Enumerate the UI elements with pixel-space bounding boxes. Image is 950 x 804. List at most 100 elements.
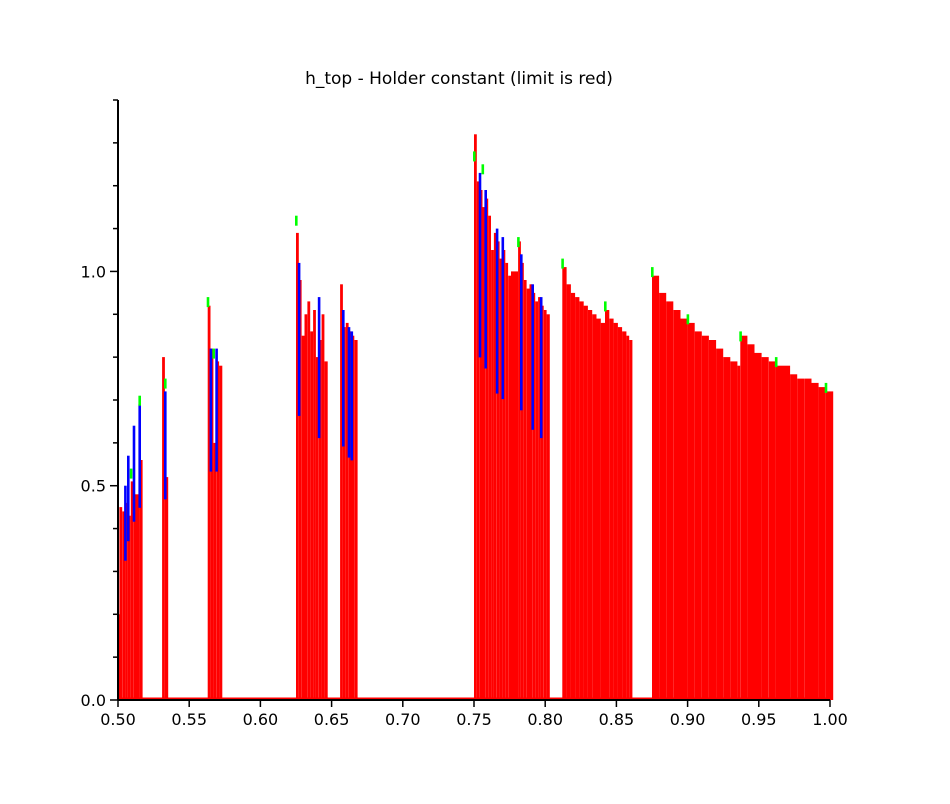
limit-bar bbox=[324, 361, 328, 700]
limit-bar bbox=[666, 301, 674, 700]
y-tick-label: 0.0 bbox=[81, 691, 106, 710]
x-tick-label: 0.70 bbox=[385, 710, 421, 729]
limit-bar bbox=[219, 365, 223, 700]
limit-bar bbox=[216, 361, 220, 700]
limit-bar bbox=[570, 292, 576, 700]
limit-bar bbox=[165, 477, 169, 700]
limit-bar bbox=[673, 310, 681, 700]
limit-bar bbox=[526, 288, 530, 700]
blue-spike bbox=[297, 262, 301, 416]
limit-bar bbox=[659, 292, 667, 700]
green-spike bbox=[164, 378, 167, 389]
limit-bar bbox=[340, 284, 343, 700]
limit-bar bbox=[613, 322, 618, 700]
limit-bar bbox=[768, 361, 776, 700]
x-tick-label: 0.90 bbox=[670, 710, 706, 729]
blue-spike bbox=[501, 237, 505, 400]
limit-bar bbox=[694, 331, 702, 700]
limit-bar bbox=[617, 327, 623, 700]
limit-bar bbox=[579, 301, 584, 700]
x-tick-label: 0.75 bbox=[456, 710, 492, 729]
green-spike bbox=[651, 267, 654, 278]
green-spike bbox=[473, 151, 476, 162]
x-tick-label: 0.95 bbox=[741, 710, 777, 729]
green-spike bbox=[138, 395, 141, 406]
green-spike bbox=[295, 215, 298, 226]
limit-bar bbox=[499, 258, 503, 700]
y-tick-label: 0.5 bbox=[81, 477, 106, 496]
limit-bar bbox=[797, 378, 805, 700]
limit-bar bbox=[609, 318, 614, 700]
limit-bar bbox=[348, 331, 352, 700]
blue-spike bbox=[347, 327, 351, 458]
x-tick-label: 0.55 bbox=[171, 710, 207, 729]
limit-bar bbox=[775, 365, 783, 700]
limit-bar bbox=[476, 181, 480, 700]
x-tick-label: 0.60 bbox=[243, 710, 279, 729]
green-spike bbox=[206, 297, 210, 308]
x-tick-label: 0.50 bbox=[100, 710, 136, 729]
blue-spike bbox=[342, 310, 345, 447]
limit-bar bbox=[321, 314, 325, 700]
limit-bar bbox=[626, 335, 630, 700]
limit-bar bbox=[546, 314, 550, 700]
blue-spike bbox=[317, 297, 321, 439]
limit-bar bbox=[521, 262, 524, 700]
limit-bar bbox=[622, 331, 627, 700]
bars-layer bbox=[118, 134, 834, 701]
blue-spike bbox=[124, 485, 127, 561]
green-spike bbox=[686, 314, 690, 325]
limit-bar bbox=[304, 314, 308, 700]
limit-bar bbox=[315, 357, 319, 700]
limit-bar bbox=[133, 494, 140, 700]
limit-bar bbox=[538, 297, 541, 700]
limit-bar bbox=[811, 382, 819, 700]
limit-bar bbox=[493, 232, 497, 700]
blue-spike bbox=[484, 190, 487, 369]
limit-bar bbox=[566, 284, 571, 700]
chart-title: h_top - Holder constant (limit is red) bbox=[305, 69, 613, 89]
green-spike bbox=[481, 164, 485, 175]
green-spike bbox=[824, 382, 828, 393]
limit-bar bbox=[709, 340, 717, 700]
blue-spike bbox=[531, 284, 534, 430]
limit-bar bbox=[830, 391, 834, 700]
limit-bar bbox=[523, 280, 527, 700]
limit-bar bbox=[716, 348, 724, 700]
limit-bar bbox=[737, 365, 741, 700]
blue-spike bbox=[138, 404, 141, 508]
blue-spike bbox=[350, 331, 354, 461]
limit-bar bbox=[804, 378, 812, 700]
limit-bar bbox=[508, 275, 511, 700]
limit-bar bbox=[213, 442, 217, 700]
x-tick-label: 1.00 bbox=[812, 710, 848, 729]
green-spike bbox=[774, 357, 778, 368]
green-spike bbox=[517, 237, 520, 248]
limit-bar bbox=[139, 460, 143, 700]
x-tick-label: 0.85 bbox=[599, 710, 635, 729]
limit-bar bbox=[491, 250, 494, 700]
limit-bar bbox=[761, 357, 769, 700]
blue-spike bbox=[539, 297, 543, 439]
limit-bar bbox=[122, 511, 126, 700]
limit-bar bbox=[125, 502, 128, 700]
limit-bar bbox=[592, 314, 597, 700]
green-spike bbox=[212, 348, 215, 359]
blue-spike bbox=[520, 254, 523, 411]
limit-bar bbox=[596, 318, 601, 700]
blue-spike bbox=[132, 425, 136, 522]
limit-bar bbox=[301, 335, 305, 700]
limit-bar bbox=[754, 352, 762, 700]
limit-bar bbox=[687, 322, 695, 700]
limit-bar bbox=[128, 515, 131, 700]
y-tick-label: 1.0 bbox=[81, 262, 106, 281]
blue-spike bbox=[209, 348, 213, 472]
limit-bar bbox=[505, 262, 509, 700]
green-spike bbox=[604, 301, 607, 312]
green-spike bbox=[129, 468, 133, 479]
limit-bar bbox=[543, 310, 547, 700]
limit-bar bbox=[119, 507, 123, 700]
blue-spike bbox=[164, 391, 167, 500]
